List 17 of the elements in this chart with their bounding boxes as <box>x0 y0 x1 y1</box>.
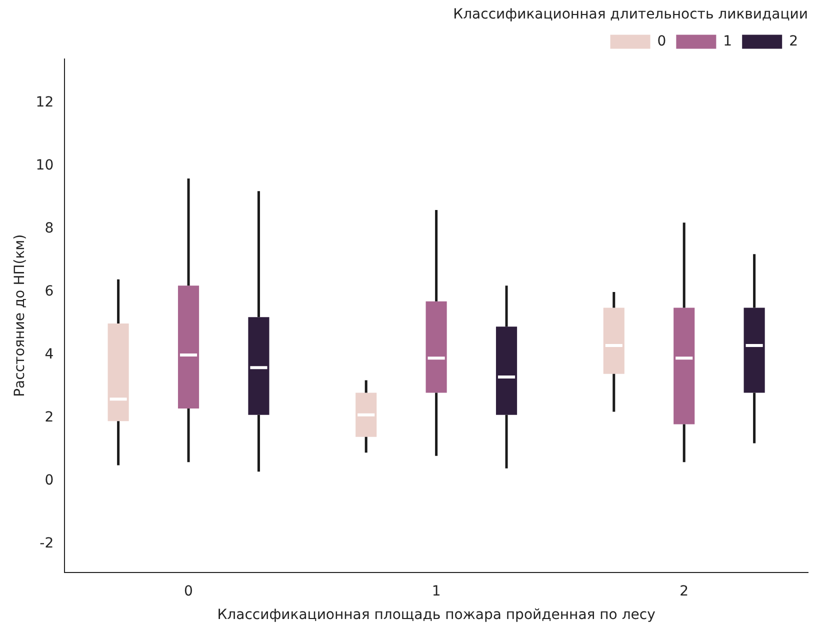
y-tick-label: 2 <box>44 410 54 426</box>
x-tick-label: 2 <box>680 583 689 600</box>
legend-title: Классификационная длительность ликвидации <box>453 6 808 23</box>
y-tick-label: -2 <box>40 536 54 552</box>
legend-label: 1 <box>723 33 732 50</box>
y-tick-label: 0 <box>44 472 54 489</box>
y-tick-label: 10 <box>36 158 54 174</box>
y-tick-label: 4 <box>44 346 54 363</box>
y-tick-label: 8 <box>44 220 54 237</box>
x-tick-label: 0 <box>184 583 193 600</box>
x-tick-label: 1 <box>432 583 441 600</box>
x-axis-title: Классификационная площадь пожара пройденная по лесу <box>217 607 656 624</box>
legend-label: 2 <box>789 33 798 50</box>
y-tick-label: 12 <box>36 94 54 111</box>
y-axis-title: Расстояние до НП(км) <box>12 234 28 397</box>
y-tick-label: 6 <box>44 284 54 300</box>
legend-label: 0 <box>657 33 666 50</box>
